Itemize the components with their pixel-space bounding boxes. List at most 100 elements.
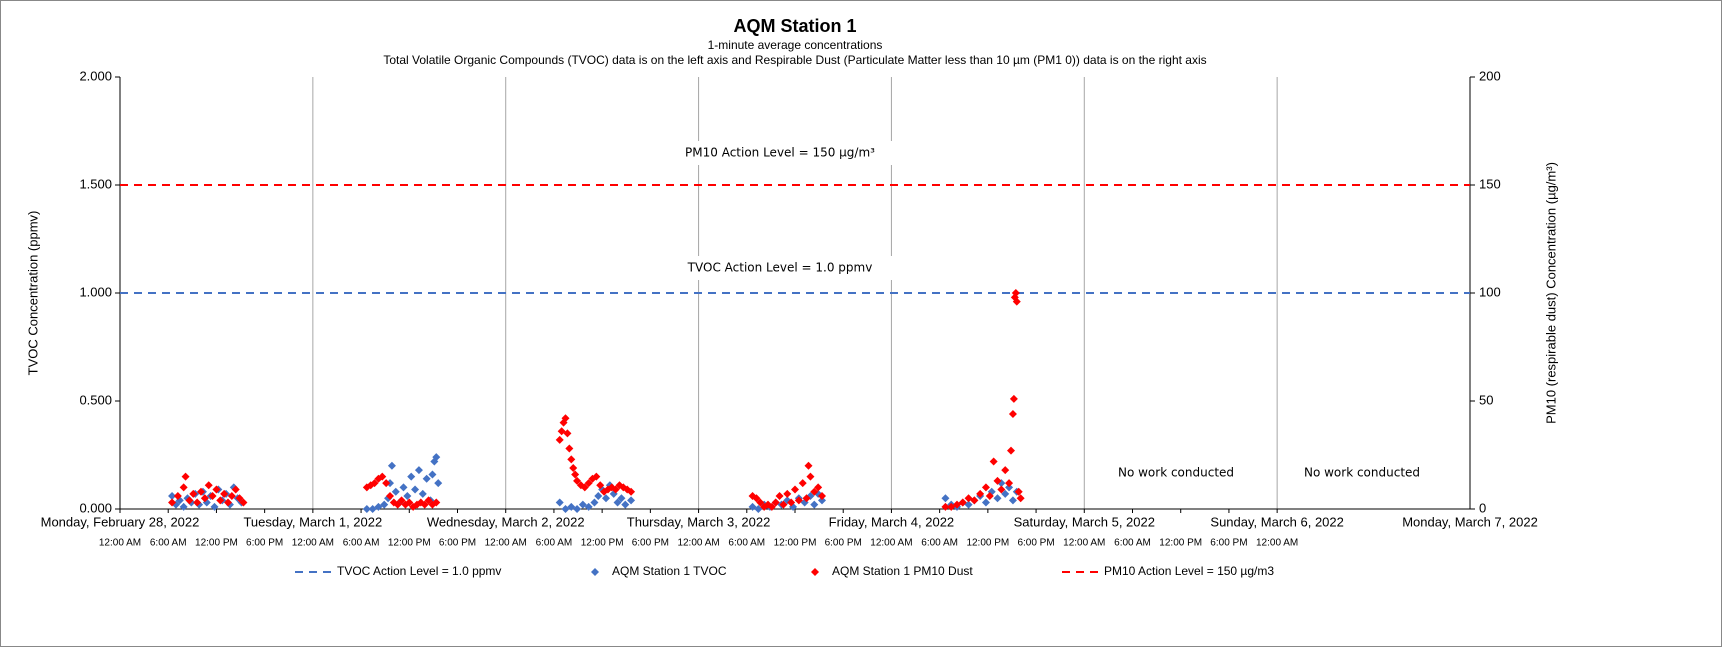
data-point [378,472,387,481]
data-point [767,502,776,511]
data-point [611,485,620,494]
data-point [1011,289,1020,297]
x-minor-tick-label: 12:00 AM [485,538,527,549]
data-point [818,496,826,505]
data-point [224,498,232,507]
data-point [204,481,213,490]
data-point [397,496,406,505]
data-point [197,487,205,496]
x-tick-label: Monday, February 28, 2022 [41,514,200,529]
data-point [981,498,990,507]
data-point [561,414,570,423]
data-point [981,483,990,492]
series-points [168,289,1025,511]
x-minor-tick-label: 6:00 AM [150,538,187,549]
y-tick-label: 2.000 [79,68,112,83]
data-point [613,498,622,507]
data-point [411,485,420,494]
data-point [941,494,950,503]
data-point [434,479,443,488]
data-point [584,502,593,511]
data-point [399,483,408,492]
data-point [804,461,813,470]
data-point [173,492,182,501]
data-point [580,483,589,492]
annotation-background [665,256,895,280]
legend-label: PM10 Action Level = 150 µg/m3 [1104,564,1274,578]
data-point [555,435,564,444]
x-minor-tick-label: 12:00 AM [870,538,912,549]
data-point [997,485,1006,494]
x-minor-tick-label: 12:00 PM [195,538,238,549]
data-point [1012,297,1021,306]
data-point [1016,494,1025,503]
data-point [418,489,427,498]
data-point [405,498,414,507]
data-point [216,496,225,505]
data-point [185,496,194,505]
data-point [993,476,1002,485]
data-point [200,494,209,503]
data-point [179,483,188,492]
data-point [573,476,582,485]
y2-tick-label: 50 [1479,392,1493,407]
data-point [584,479,593,488]
data-point [428,470,437,479]
data-point [617,494,626,503]
y-tick-label: 0.500 [79,392,112,407]
x-tick-label: Friday, March 4, 2022 [829,514,954,529]
x-minor-tick-label: 6:00 AM [536,538,573,549]
data-point [806,472,815,481]
data-point [179,502,188,511]
x-minor-tick-label: 6:00 PM [1017,538,1054,549]
data-point [168,492,177,501]
data-point [756,498,765,507]
x-tick-label: Thursday, March 3, 2022 [627,514,771,529]
data-point [1001,489,1010,498]
data-point [985,492,994,501]
data-point [571,470,580,479]
data-point [1007,446,1015,455]
data-point [189,489,198,498]
data-point [391,487,400,496]
y2-tick-label: 100 [1479,284,1501,299]
x-minor-tick-label: 6:00 PM [439,538,476,549]
data-point [212,485,221,494]
data-point [386,492,394,501]
x-minor-tick-label: 12:00 AM [677,538,719,549]
data-point [989,457,998,466]
data-point [621,500,630,509]
data-point [567,455,576,464]
data-point [627,496,636,505]
data-point [596,481,605,490]
data-point [382,479,391,488]
x-minor-tick-label: 6:00 PM [246,538,283,549]
data-point [1014,487,1023,496]
data-point [208,492,217,501]
x-minor-tick-label: 6:00 AM [728,538,765,549]
data-point [590,498,599,507]
data-point [602,494,610,503]
data-point [818,492,826,501]
data-point [1008,409,1017,418]
data-point [231,485,240,494]
x-tick-label: Saturday, March 5, 2022 [1014,514,1155,529]
data-point [168,498,177,507]
x-tick-label: Tuesday, March 1, 2022 [243,514,382,529]
data-point [181,472,190,481]
x-minor-tick-label: 6:00 AM [343,538,380,549]
data-point [1008,496,1017,505]
data-point [970,496,979,505]
x-minor-tick-label: 6:00 PM [1210,538,1247,549]
y-axis-title: TVOC Concentration (ppmv) [25,211,40,376]
data-point [1001,466,1010,475]
y-tick-label: 1.000 [79,284,112,299]
y2-axis-title: PM10 (respirable dust) Concentration (µg… [1543,162,1558,424]
data-point [1009,394,1018,403]
x-minor-tick-label: 12:00 PM [966,538,1009,549]
data-point [783,489,792,498]
x-minor-tick-label: 12:00 AM [1063,538,1105,549]
data-point [239,498,248,507]
